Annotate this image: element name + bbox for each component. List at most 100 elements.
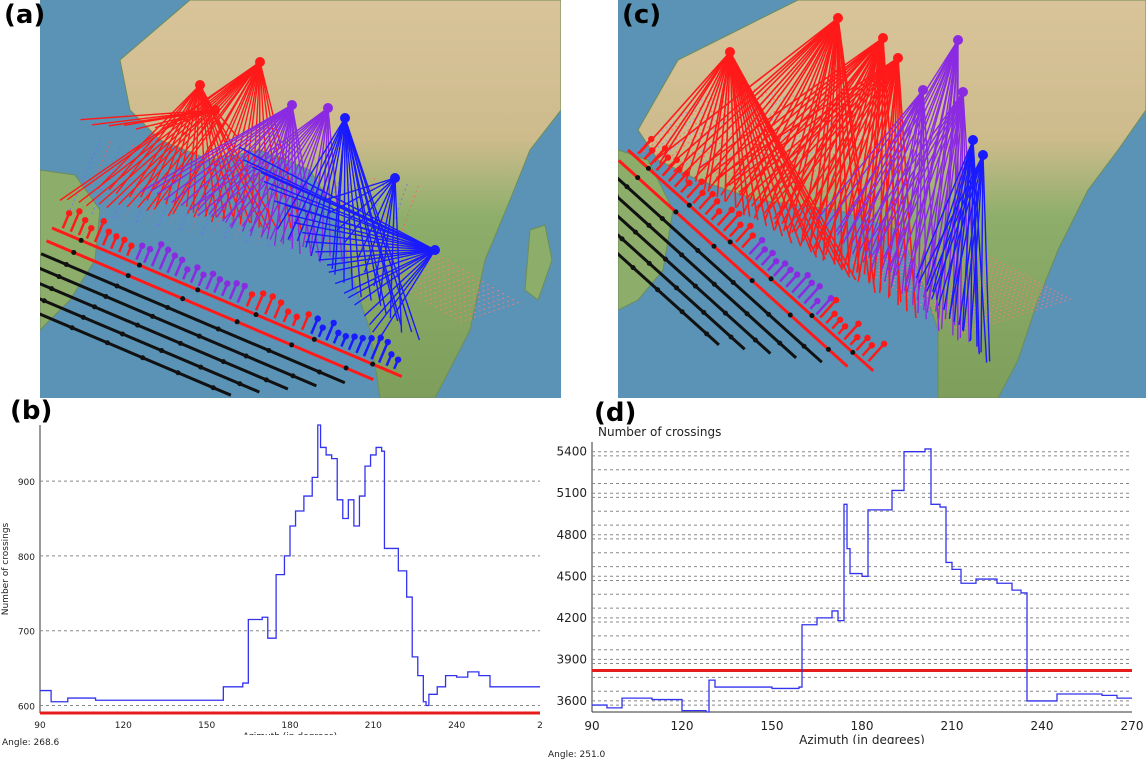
- tree-branch: [618, 176, 823, 364]
- chart-title: Number of crossings: [598, 425, 721, 439]
- link-line: [322, 177, 396, 202]
- link-line: [802, 37, 884, 236]
- link-line: [882, 91, 964, 260]
- map-c-svg: [618, 0, 1146, 398]
- link-line: [729, 51, 826, 260]
- link-line: [326, 249, 436, 266]
- tip-node: [735, 210, 743, 218]
- link-line: [196, 109, 216, 138]
- dotted-link: [201, 157, 233, 235]
- tip-node: [855, 320, 862, 327]
- tip-node: [698, 178, 705, 185]
- link-line: [912, 89, 924, 305]
- tree-tip: [661, 159, 678, 177]
- tree-tip: [803, 285, 821, 305]
- tree-node: [317, 369, 323, 375]
- link-line: [673, 17, 839, 173]
- tree-node: [777, 340, 783, 346]
- tip-node: [164, 246, 172, 253]
- tree-node: [196, 333, 202, 339]
- tip-node: [816, 283, 823, 290]
- link-line: [742, 17, 839, 215]
- link-line: [969, 154, 984, 342]
- tip-node: [683, 170, 691, 177]
- link-line: [315, 249, 436, 253]
- dotted-link: [459, 301, 521, 323]
- x-tick-label: 210: [941, 719, 964, 733]
- link-line: [97, 84, 201, 189]
- dotted-link: [429, 283, 491, 305]
- link-line: [320, 107, 329, 256]
- tree-tip: [649, 147, 666, 166]
- link-line: [337, 177, 396, 230]
- tree-node: [266, 347, 272, 353]
- tip-node: [749, 232, 756, 239]
- link-line: [327, 177, 396, 215]
- link-line: [372, 249, 436, 333]
- link-line: [881, 39, 959, 271]
- tree-node: [136, 262, 142, 268]
- tip-node: [335, 329, 342, 337]
- tree-node: [787, 312, 793, 318]
- tree-node: [180, 296, 186, 302]
- link-line: [287, 117, 346, 240]
- link-line: [895, 91, 964, 276]
- link-line: [774, 17, 839, 230]
- dotted-link: [955, 293, 1067, 328]
- link-line: [857, 57, 899, 282]
- tree-node: [80, 314, 86, 320]
- tree-node: [311, 336, 317, 342]
- link-line: [754, 57, 899, 210]
- dotted-link: [311, 172, 343, 255]
- tree-node: [237, 381, 243, 387]
- tip-node: [241, 282, 248, 290]
- tree-node: [119, 331, 125, 337]
- link-line: [808, 37, 884, 244]
- location-node: [287, 100, 297, 110]
- tree-tip: [150, 243, 163, 267]
- tree-branch: [40, 266, 317, 388]
- location-node: [390, 173, 400, 183]
- dotted-link: [409, 271, 471, 293]
- link-line: [879, 37, 884, 291]
- link-line: [904, 91, 964, 287]
- location-node: [978, 150, 988, 160]
- link-line: [221, 107, 329, 222]
- link-line: [715, 57, 899, 179]
- dotted-link: [935, 283, 1047, 316]
- link-line: [729, 51, 784, 237]
- tip-node: [105, 228, 113, 235]
- y-tick-label: 900: [18, 478, 35, 488]
- link-line: [343, 117, 346, 283]
- link-line: [961, 139, 974, 331]
- dotted-link: [434, 286, 496, 308]
- tree-node: [630, 265, 636, 271]
- tree-node: [289, 342, 295, 348]
- link-line: [389, 177, 396, 319]
- link-line: [261, 107, 329, 237]
- link-line: [970, 139, 974, 340]
- tree-node: [624, 184, 630, 190]
- link-line: [379, 177, 396, 300]
- tree-node: [646, 222, 652, 228]
- tip-node: [814, 297, 821, 305]
- link-line: [373, 177, 396, 287]
- link-line: [318, 249, 436, 261]
- tip-node: [686, 179, 693, 187]
- tree-node: [71, 249, 77, 255]
- link-line: [958, 154, 984, 325]
- dotted-link: [404, 268, 466, 290]
- link-line: [809, 17, 839, 248]
- tip-node: [836, 316, 844, 324]
- link-line: [115, 84, 201, 195]
- dotted-link: [444, 292, 506, 314]
- link-line: [66, 61, 261, 201]
- link-line: [802, 57, 899, 242]
- tip-node: [664, 154, 672, 161]
- tip-node: [841, 323, 849, 330]
- tip-node: [713, 198, 721, 205]
- tree-branch: [618, 159, 849, 368]
- tree-node: [103, 293, 109, 299]
- tree-node: [125, 273, 131, 279]
- link-line: [241, 104, 293, 232]
